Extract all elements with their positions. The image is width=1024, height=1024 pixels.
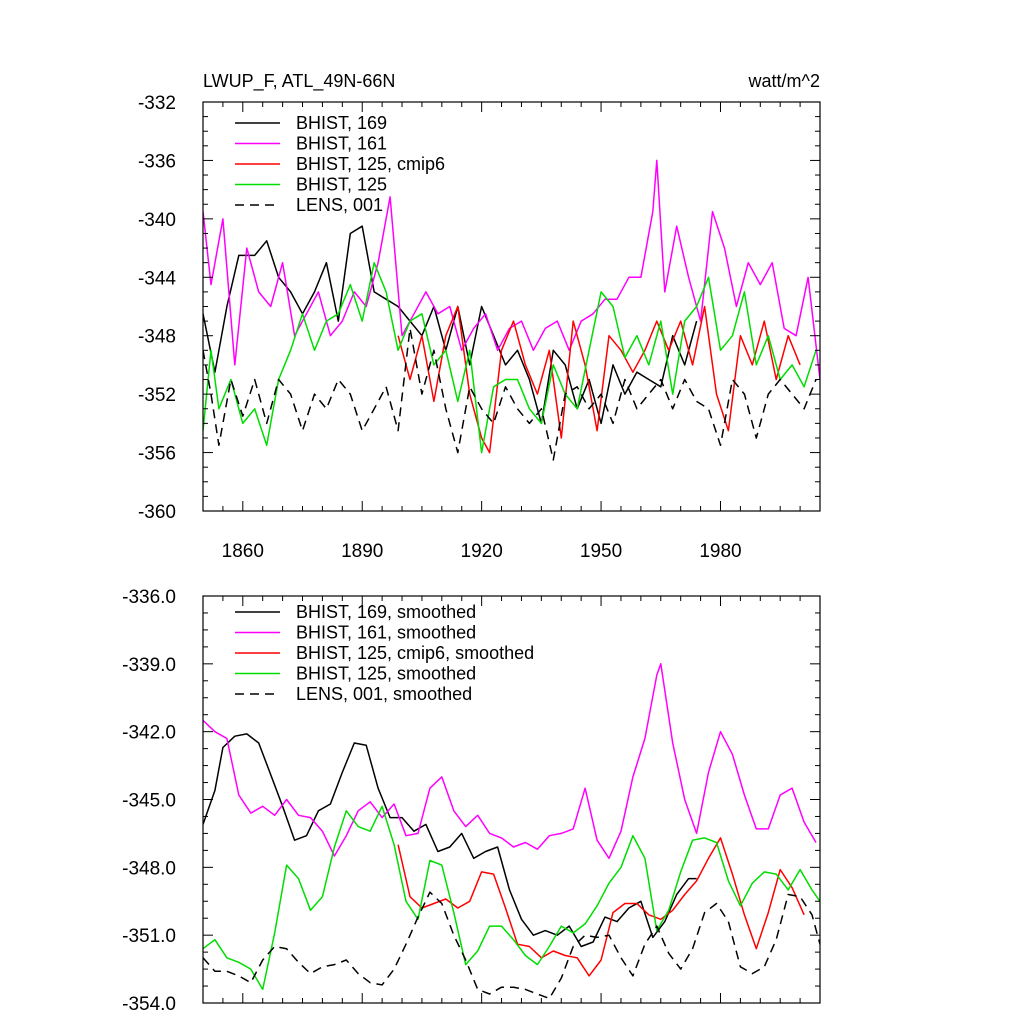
bottom-series-line-1: [203, 663, 817, 860]
x-tick-label: 1890: [341, 541, 383, 562]
y-tick-label: -348: [138, 327, 176, 348]
top-series-line-4: [203, 327, 817, 461]
top-series-line-3: [203, 261, 817, 454]
top-panel-units: watt/m^2: [748, 71, 820, 91]
x-tick-label: 1980: [699, 541, 741, 562]
legend-label: LENS, 001, smoothed: [296, 684, 472, 704]
legend-label: BHIST, 125: [296, 175, 387, 195]
y-tick-label: -351.0: [122, 926, 176, 947]
bottom-plot-area: -336.0 -339.0 -342.0 -345.0 -348.0 -351.0 -354…: [122, 587, 821, 1015]
top-series-line-0: [203, 225, 698, 425]
bottom-series-line-4: [203, 891, 820, 1000]
y-tick-label: -354.0: [122, 994, 176, 1015]
legend-label: BHIST, 161: [296, 134, 387, 154]
top-panel: LWUP_F, ATL_49N-66N watt/m^2 1860 1890 192…: [138, 71, 821, 562]
legend-label: BHIST, 125, smoothed: [296, 664, 476, 684]
y-tick-label: -345.0: [122, 791, 176, 812]
bottom-series-group: [203, 663, 820, 1000]
bottom-series-line-2: [397, 837, 805, 977]
y-tick-label: -348.0: [122, 858, 176, 879]
y-tick-label: -340: [138, 210, 176, 231]
bottom-series-line-3: [203, 805, 820, 991]
y-tick-label: -336: [138, 151, 176, 172]
legend-label: BHIST, 125, cmip6: [296, 154, 445, 174]
y-tick-label: -336.0: [122, 587, 176, 608]
y-tick-label: -342.0: [122, 723, 176, 744]
y-tick-label: -360: [138, 502, 176, 523]
y-tick-label: -339.0: [122, 655, 176, 676]
legend-label: LENS, 001: [296, 195, 383, 215]
top-series-group: [203, 159, 820, 461]
y-tick-label: -352: [138, 385, 176, 406]
y-tick-label: -356: [138, 444, 176, 465]
legend-label: BHIST, 125, cmip6, smoothed: [296, 643, 534, 663]
x-tick-label: 1950: [580, 541, 622, 562]
x-tick-label: 1920: [461, 541, 503, 562]
y-tick-label: -344: [138, 268, 176, 289]
legend-label: BHIST, 169, smoothed: [296, 602, 476, 622]
bottom-series-line-0: [203, 733, 697, 948]
legend-label: BHIST, 169: [296, 113, 387, 133]
y-tick-label: -332: [138, 93, 176, 114]
top-panel-title: LWUP_F, ATL_49N-66N: [203, 71, 395, 92]
legend-label: BHIST, 161, smoothed: [296, 623, 476, 643]
top-series-line-1: [203, 159, 820, 380]
x-tick-label: 1860: [222, 541, 264, 562]
bottom-panel: -336.0 -339.0 -342.0 -345.0 -348.0 -351.0 -354…: [122, 587, 821, 1015]
top-plot-area: 1860 1890 1920 1950 1980 -332 -336 -340 -344 -348…: [138, 93, 821, 562]
